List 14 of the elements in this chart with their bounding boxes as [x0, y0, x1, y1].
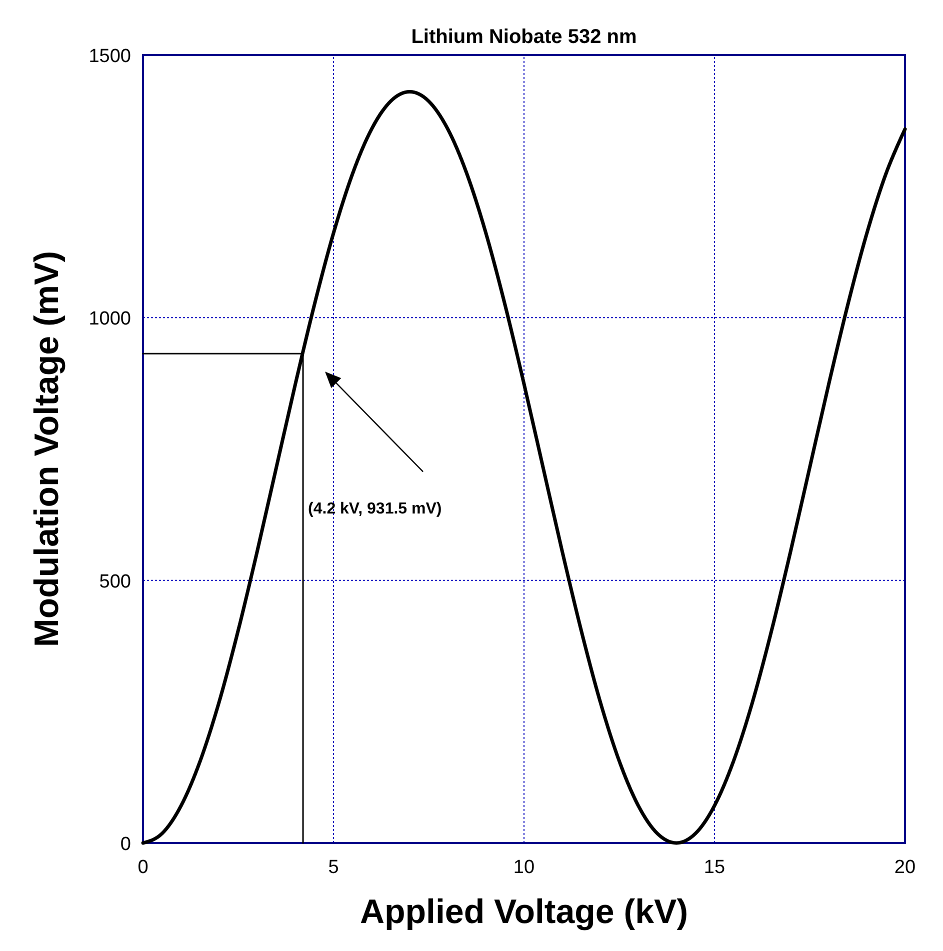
x-tick-label: 10: [513, 857, 535, 878]
line-series: [141, 90, 907, 845]
chart-title: Lithium Niobate 532 nm: [411, 26, 637, 48]
x-tick-label: 5: [328, 857, 339, 878]
y-tick-label: 0: [120, 834, 131, 855]
x-axis-title: Applied Voltage (kV): [360, 893, 688, 931]
y-tick-label: 1000: [88, 308, 131, 330]
x-tick-label: 20: [894, 857, 916, 878]
y-axis-title: Modulation Voltage (mV): [28, 250, 66, 648]
annotation: (4.2 kV, 931.5 mV): [308, 500, 442, 518]
y-tick-label: 500: [99, 571, 131, 592]
y-tick-label: 1500: [88, 46, 131, 67]
x-tick-label: 0: [138, 857, 148, 878]
x-tick-label: 15: [704, 857, 726, 878]
